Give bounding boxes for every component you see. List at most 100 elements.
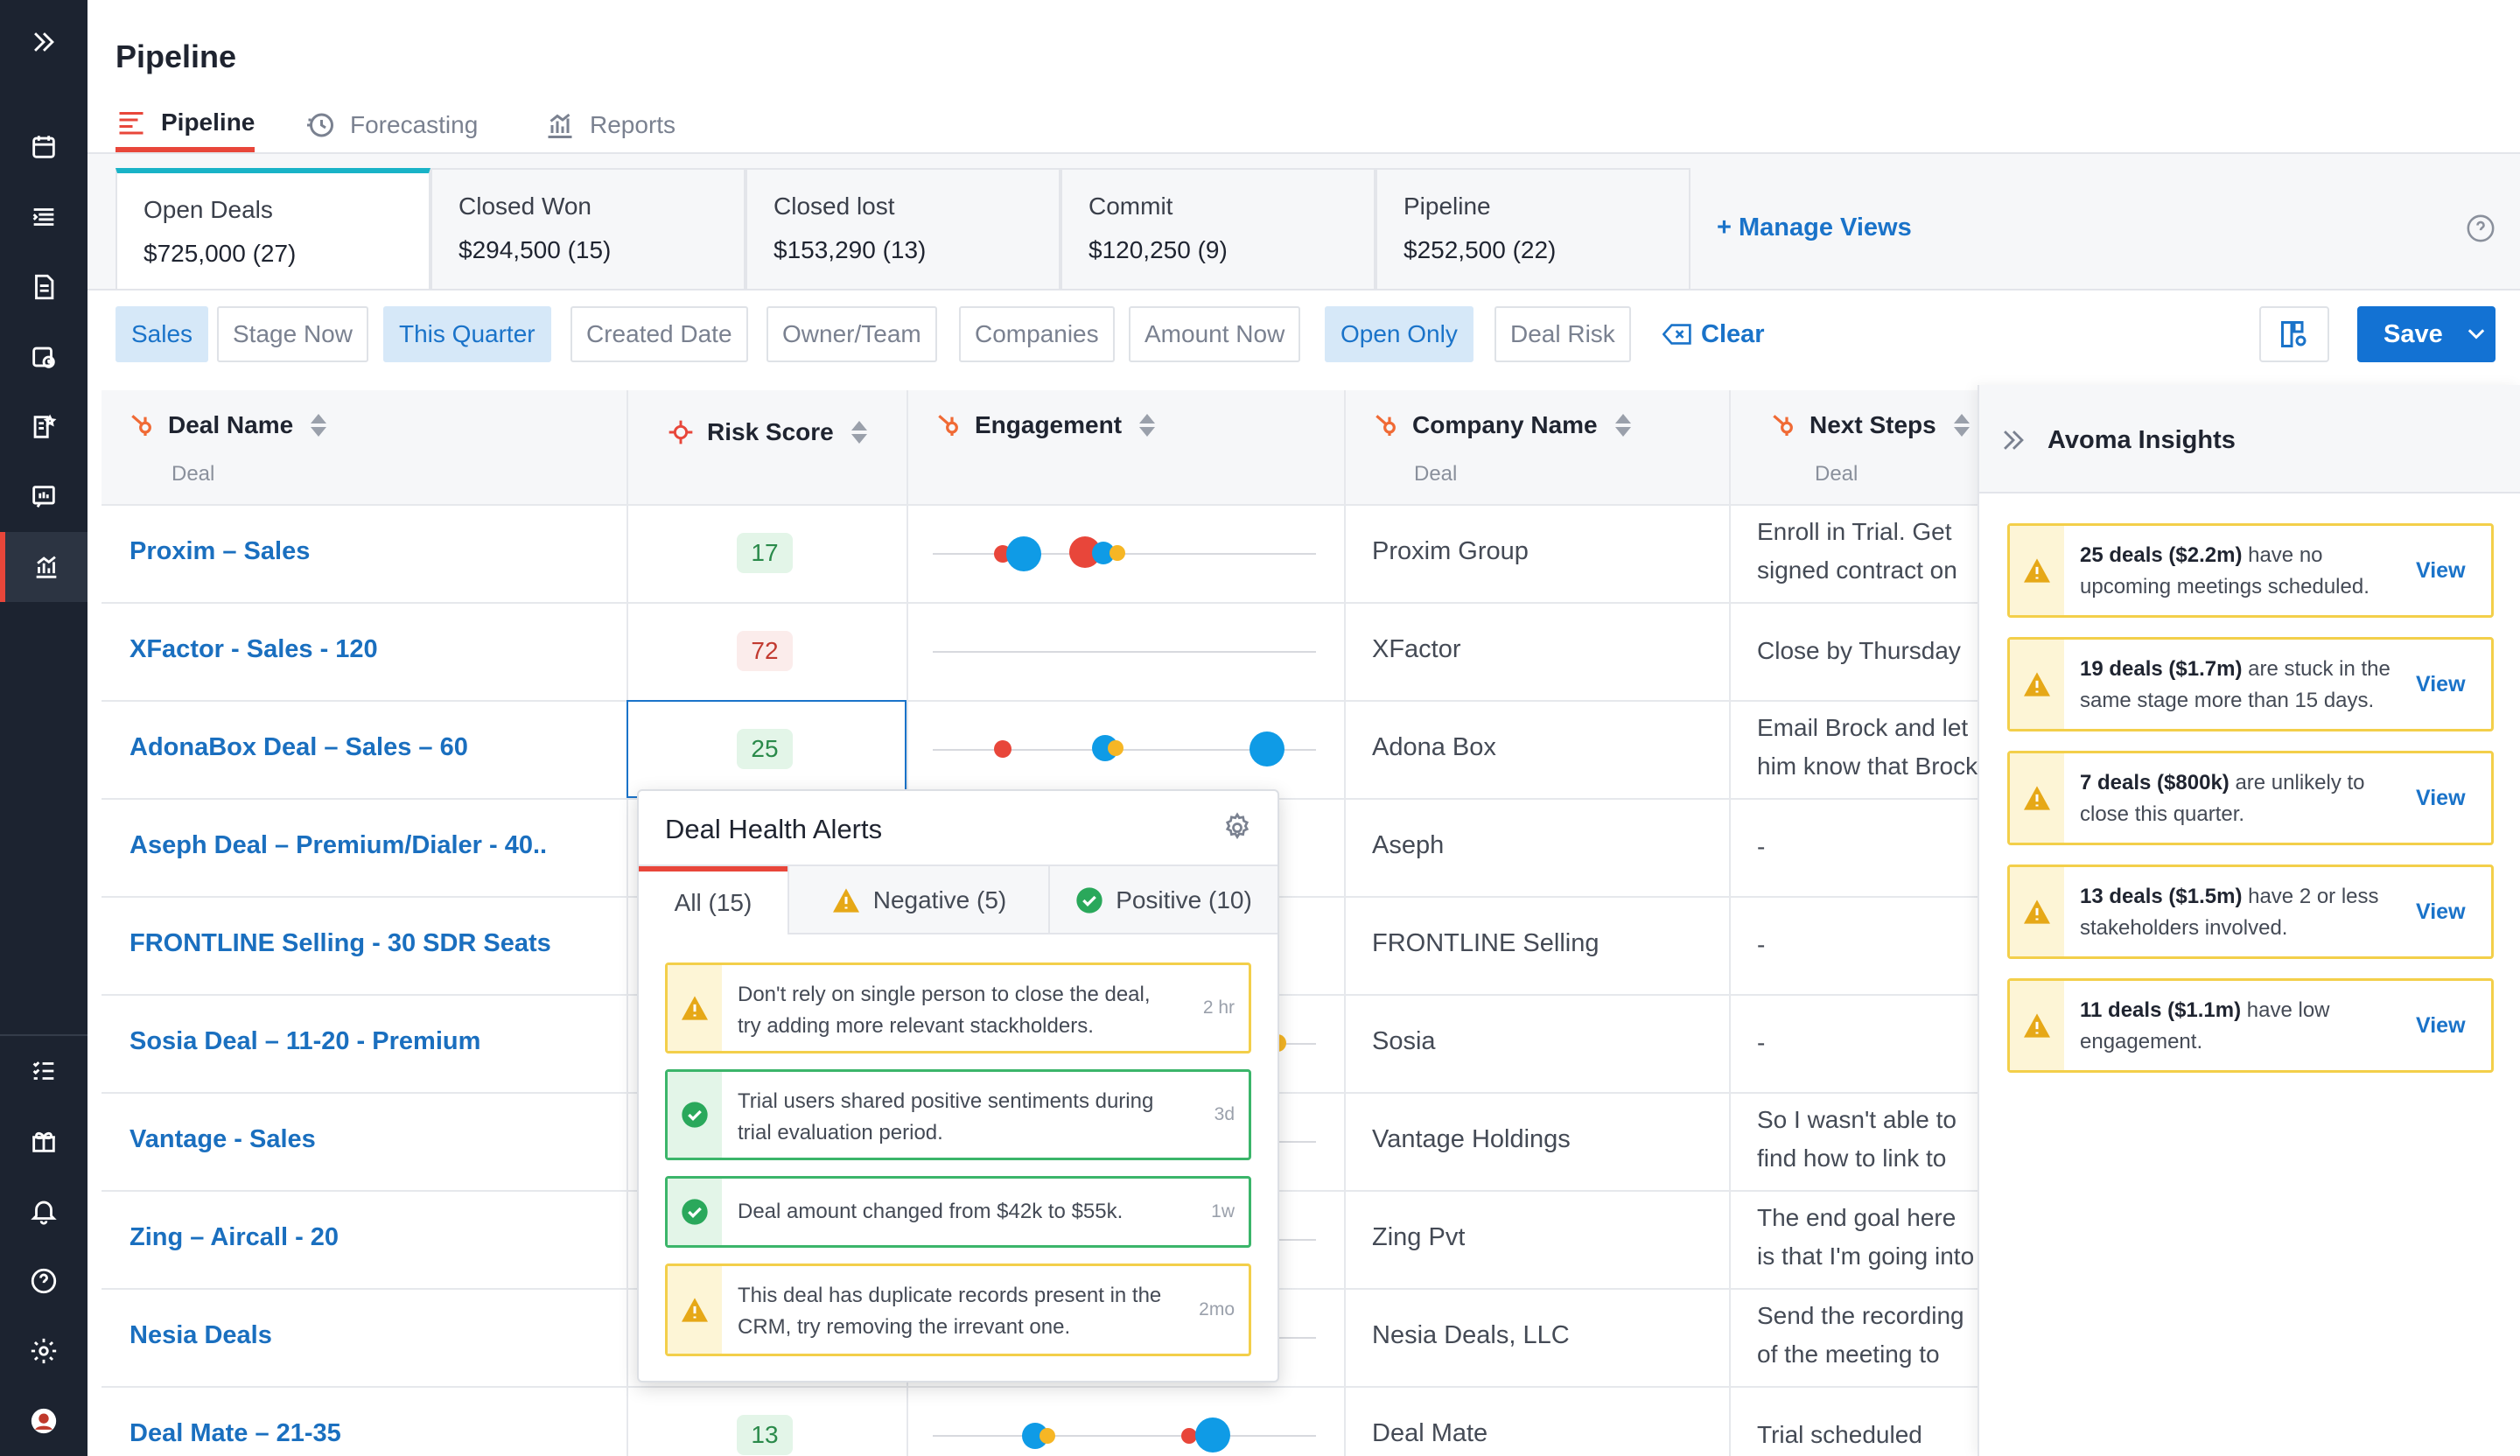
user-avatar-icon[interactable] xyxy=(0,1386,88,1456)
manage-views-link[interactable]: + Manage Views xyxy=(1717,214,1912,242)
col-risk-score[interactable]: Risk Score xyxy=(667,418,867,446)
check-circle-icon xyxy=(682,1199,708,1225)
popover-tab-all[interactable]: All (15) xyxy=(639,866,788,934)
insight-card[interactable]: 13 deals ($1.5m) have 2 or less stakehol… xyxy=(2007,864,2494,959)
insight-view-link[interactable]: View xyxy=(2416,785,2466,810)
engagement-dot[interactable] xyxy=(1040,1428,1055,1444)
view-value: $252,500 (22) xyxy=(1404,236,1557,263)
tab-pipeline[interactable]: Pipeline xyxy=(116,98,256,152)
filter-companies[interactable]: Companies xyxy=(959,306,1115,362)
col-engagement[interactable]: Engagement xyxy=(934,411,1156,439)
engagement-dot[interactable] xyxy=(994,740,1012,758)
insight-card[interactable]: 25 deals ($2.2m) have no upcoming meetin… xyxy=(2007,523,2494,618)
view-commit[interactable]: Commit $120,250 (9) xyxy=(1060,168,1376,289)
filter-sales[interactable]: Sales xyxy=(116,306,209,362)
calendar-icon[interactable] xyxy=(0,112,88,182)
meetings-list-icon[interactable] xyxy=(0,182,88,252)
popover-tab-negative[interactable]: Negative (5) xyxy=(788,866,1048,934)
insight-view-link[interactable]: View xyxy=(2416,1012,2466,1038)
alert-time: 1w xyxy=(1211,1201,1235,1222)
engagement-dot[interactable] xyxy=(1181,1428,1197,1444)
help-icon[interactable] xyxy=(2466,214,2496,243)
pipeline-nav-icon[interactable] xyxy=(0,532,88,602)
risk-score-badge[interactable]: 17 xyxy=(737,533,793,573)
help-nav-icon[interactable] xyxy=(0,1246,88,1316)
deal-name-link[interactable]: Deal Mate – 21-35 xyxy=(130,1419,341,1447)
deal-name-link[interactable]: XFactor - Sales - 120 xyxy=(130,635,378,663)
popover-tab-label: Positive (10) xyxy=(1116,886,1252,914)
tab-forecasting[interactable]: Forecasting xyxy=(304,98,478,152)
deal-name-link[interactable]: Vantage - Sales xyxy=(130,1125,316,1153)
feedback-icon[interactable] xyxy=(0,462,88,532)
sort-icon[interactable] xyxy=(850,421,867,444)
next-steps: - xyxy=(1757,833,1766,860)
engagement-dot[interactable] xyxy=(1006,536,1041,571)
engagement-dot[interactable] xyxy=(1110,545,1125,561)
filter-amount-now[interactable]: Amount Now xyxy=(1129,306,1301,362)
filter-deal-risk[interactable]: Deal Risk xyxy=(1494,306,1631,362)
sort-icon[interactable] xyxy=(1614,414,1631,437)
deal-name-link[interactable]: Sosia Deal – 11-20 - Premium xyxy=(130,1027,481,1055)
alert-item[interactable]: Trial users shared positive sentiments d… xyxy=(665,1069,1251,1160)
risk-score-badge[interactable]: 25 xyxy=(737,729,793,769)
layout-settings-button[interactable] xyxy=(2259,306,2329,362)
view-pipeline[interactable]: Pipeline $252,500 (22) xyxy=(1376,168,1690,289)
view-closed-won[interactable]: Closed Won $294,500 (15) xyxy=(430,168,746,289)
col-next-steps[interactable]: Next Steps Deal xyxy=(1769,411,1970,486)
view-closed-lost[interactable]: Closed lost $153,290 (13) xyxy=(746,168,1060,289)
clear-filters-button[interactable]: Clear xyxy=(1662,306,1765,362)
filter-open-only[interactable]: Open Only xyxy=(1325,306,1474,362)
scheduler-icon[interactable] xyxy=(0,322,88,392)
save-button[interactable]: Save xyxy=(2357,306,2496,362)
view-open-deals[interactable]: Open Deals $725,000 (27) xyxy=(116,168,430,289)
table-header xyxy=(102,390,1978,504)
forecasting-icon xyxy=(307,113,333,137)
collapse-panel-icon[interactable] xyxy=(1998,425,2028,455)
sort-icon[interactable] xyxy=(1953,414,1970,437)
deal-name-link[interactable]: FRONTLINE Selling - 30 SDR Seats xyxy=(130,929,551,957)
col-deal-name[interactable]: Deal Name Deal xyxy=(128,411,327,486)
deal-name-link[interactable]: Nesia Deals xyxy=(130,1321,272,1349)
hubspot-icon xyxy=(938,415,958,436)
notifications-icon[interactable] xyxy=(0,1176,88,1246)
risk-score-badge[interactable]: 72 xyxy=(737,631,793,671)
engagement-dot[interactable] xyxy=(1108,740,1124,756)
tab-reports[interactable]: Reports xyxy=(544,98,676,152)
deal-name-link[interactable]: Aseph Deal – Premium/Dialer - 40.. xyxy=(130,831,548,859)
gift-icon[interactable] xyxy=(0,1106,88,1176)
risk-score-badge[interactable]: 13 xyxy=(737,1415,793,1455)
col-label: Risk Score xyxy=(707,418,834,445)
next-steps: Send the recording of the meeting to Dav… xyxy=(1757,1302,1964,1368)
col-company-name[interactable]: Company Name Deal xyxy=(1372,411,1631,486)
insight-view-link[interactable]: View xyxy=(2416,899,2466,924)
notes-icon[interactable] xyxy=(0,252,88,322)
view-name: Closed Won xyxy=(458,192,592,220)
filter-stage-now[interactable]: Stage Now xyxy=(217,306,368,362)
filter-created-date[interactable]: Created Date xyxy=(570,306,748,362)
alert-item[interactable]: This deal has duplicate records present … xyxy=(665,1264,1251,1356)
popover-tab-positive[interactable]: Positive (10) xyxy=(1048,866,1278,934)
settings-icon[interactable] xyxy=(0,1316,88,1386)
alert-item[interactable]: Don't rely on single person to close the… xyxy=(665,962,1251,1054)
filter-this-quarter[interactable]: This Quarter xyxy=(383,306,551,362)
scorecards-icon[interactable] xyxy=(0,392,88,462)
insight-card[interactable]: 7 deals ($800k) are unlikely to close th… xyxy=(2007,751,2494,845)
next-steps: So I wasn't able to find how to link to … xyxy=(1757,1106,1956,1172)
gear-icon[interactable] xyxy=(1222,812,1253,844)
deal-name-link[interactable]: Zing – Aircall - 20 xyxy=(130,1223,340,1251)
deal-name-link[interactable]: AdonaBox Deal – Sales – 60 xyxy=(130,733,468,761)
check-circle-icon xyxy=(1076,887,1102,914)
tasks-icon[interactable] xyxy=(0,1036,88,1106)
insight-card[interactable]: 19 deals ($1.7m) are stuck in the same s… xyxy=(2007,637,2494,732)
expand-rail-icon[interactable] xyxy=(0,7,88,77)
alert-item[interactable]: Deal amount changed from $42k to $55k. 1… xyxy=(665,1176,1251,1248)
sort-icon[interactable] xyxy=(1139,414,1156,437)
insight-view-link[interactable]: View xyxy=(2416,671,2466,696)
insight-card[interactable]: 11 deals ($1.1m) have low engagement. Vi… xyxy=(2007,978,2494,1073)
engagement-dot[interactable] xyxy=(1250,732,1284,766)
sort-icon[interactable] xyxy=(311,414,327,437)
engagement-dot[interactable] xyxy=(1195,1418,1230,1452)
insight-view-link[interactable]: View xyxy=(2416,557,2466,583)
filter-owner-team[interactable]: Owner/Team xyxy=(766,306,937,362)
deal-name-link[interactable]: Proxim – Sales xyxy=(130,537,311,565)
